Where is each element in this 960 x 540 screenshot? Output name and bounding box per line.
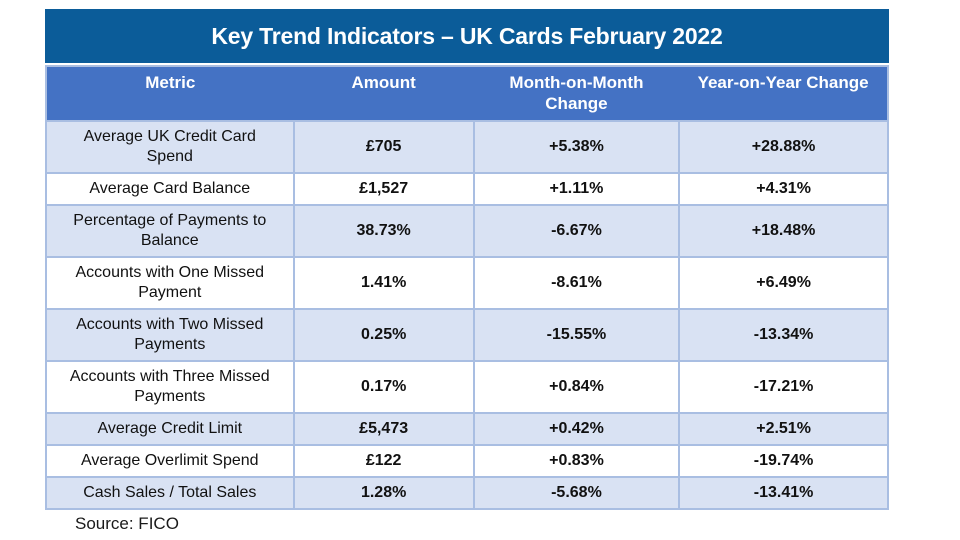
- yoy-change-cell: -13.34%: [678, 308, 889, 362]
- table-title-bar: Key Trend Indicators – UK Cards February…: [45, 9, 889, 63]
- table-row: Average UK Credit Card Spend £705 +5.38%…: [45, 120, 889, 174]
- table-header-row: Metric Amount Month-on-Month Change Year…: [46, 66, 888, 122]
- table-row: Average Overlimit Spend £122 +0.83% -19.…: [45, 444, 889, 478]
- table-row: Average Card Balance £1,527 +1.11% +4.31…: [45, 172, 889, 206]
- mom-change-cell: +1.11%: [472, 172, 681, 206]
- mom-change-cell: -5.68%: [472, 476, 681, 510]
- table-title: Key Trend Indicators – UK Cards February…: [211, 22, 723, 49]
- column-header-mom-change: Month-on-Month Change: [473, 66, 680, 122]
- metric-cell: Average Overlimit Spend: [45, 444, 295, 478]
- mom-change-cell: +0.84%: [472, 360, 681, 414]
- amount-cell: 38.73%: [292, 204, 475, 258]
- mom-change-cell: +0.42%: [472, 412, 681, 446]
- yoy-change-cell: +18.48%: [678, 204, 889, 258]
- amount-cell: £122: [292, 444, 475, 478]
- yoy-change-cell: -17.21%: [678, 360, 889, 414]
- yoy-change-cell: +4.31%: [678, 172, 889, 206]
- table-row: Accounts with Two Missed Payments 0.25% …: [45, 308, 889, 362]
- metric-cell: Accounts with Three Missed Payments: [45, 360, 295, 414]
- yoy-change-cell: -13.41%: [678, 476, 889, 510]
- mom-change-cell: -8.61%: [472, 256, 681, 310]
- key-trend-indicators-table: Metric Amount Month-on-Month Change Year…: [45, 65, 889, 510]
- column-header-metric: Metric: [46, 66, 294, 122]
- metric-cell: Average UK Credit Card Spend: [45, 120, 295, 174]
- mom-change-cell: -6.67%: [472, 204, 681, 258]
- metric-label: Accounts with One Missed Payment: [75, 264, 265, 301]
- amount-cell: £5,473: [292, 412, 475, 446]
- metric-cell: Percentage of Payments to Balance: [45, 204, 295, 258]
- table-row: Percentage of Payments to Balance 38.73%…: [45, 204, 889, 258]
- metric-label: Average Overlimit Spend: [80, 452, 259, 469]
- metric-cell: Accounts with Two Missed Payments: [45, 308, 295, 362]
- mom-change-cell: -15.55%: [472, 308, 681, 362]
- yoy-change-cell: -19.74%: [678, 444, 889, 478]
- metric-cell: Average Card Balance: [45, 172, 295, 206]
- metric-cell: Accounts with One Missed Payment: [45, 256, 295, 310]
- column-header-amount: Amount: [293, 66, 474, 122]
- mom-change-cell: +5.38%: [472, 120, 681, 174]
- table-row: Accounts with One Missed Payment 1.41% -…: [45, 256, 889, 310]
- metric-label: Accounts with Two Missed Payments: [76, 316, 264, 353]
- metric-cell: Cash Sales / Total Sales: [45, 476, 295, 510]
- mom-change-cell: +0.83%: [472, 444, 681, 478]
- amount-cell: 0.25%: [292, 308, 475, 362]
- column-header-yoy-change: Year-on-Year Change: [679, 66, 888, 122]
- metric-cell: Average Credit Limit: [45, 412, 295, 446]
- metric-label: Average Credit Limit: [97, 420, 243, 437]
- yoy-change-cell: +2.51%: [678, 412, 889, 446]
- yoy-change-cell: +28.88%: [678, 120, 889, 174]
- table-row: Average Credit Limit £5,473 +0.42% +2.51…: [45, 412, 889, 446]
- table-row: Accounts with Three Missed Payments 0.17…: [45, 360, 889, 414]
- metric-label: Percentage of Payments to Balance: [73, 212, 267, 249]
- amount-cell: 0.17%: [292, 360, 475, 414]
- amount-cell: 1.28%: [292, 476, 475, 510]
- metric-label: Cash Sales / Total Sales: [83, 484, 257, 501]
- metric-label: Accounts with Three Missed Payments: [69, 368, 270, 405]
- yoy-change-cell: +6.49%: [678, 256, 889, 310]
- table-row: Cash Sales / Total Sales 1.28% -5.68% -1…: [45, 476, 889, 510]
- table-figure: Key Trend Indicators – UK Cards February…: [45, 9, 889, 534]
- metric-label: Average UK Credit Card Spend: [83, 128, 256, 165]
- amount-cell: 1.41%: [292, 256, 475, 310]
- metric-label: Average Card Balance: [89, 180, 251, 197]
- amount-cell: £705: [292, 120, 475, 174]
- amount-cell: £1,527: [292, 172, 475, 206]
- source-attribution: Source: FICO: [75, 514, 179, 533]
